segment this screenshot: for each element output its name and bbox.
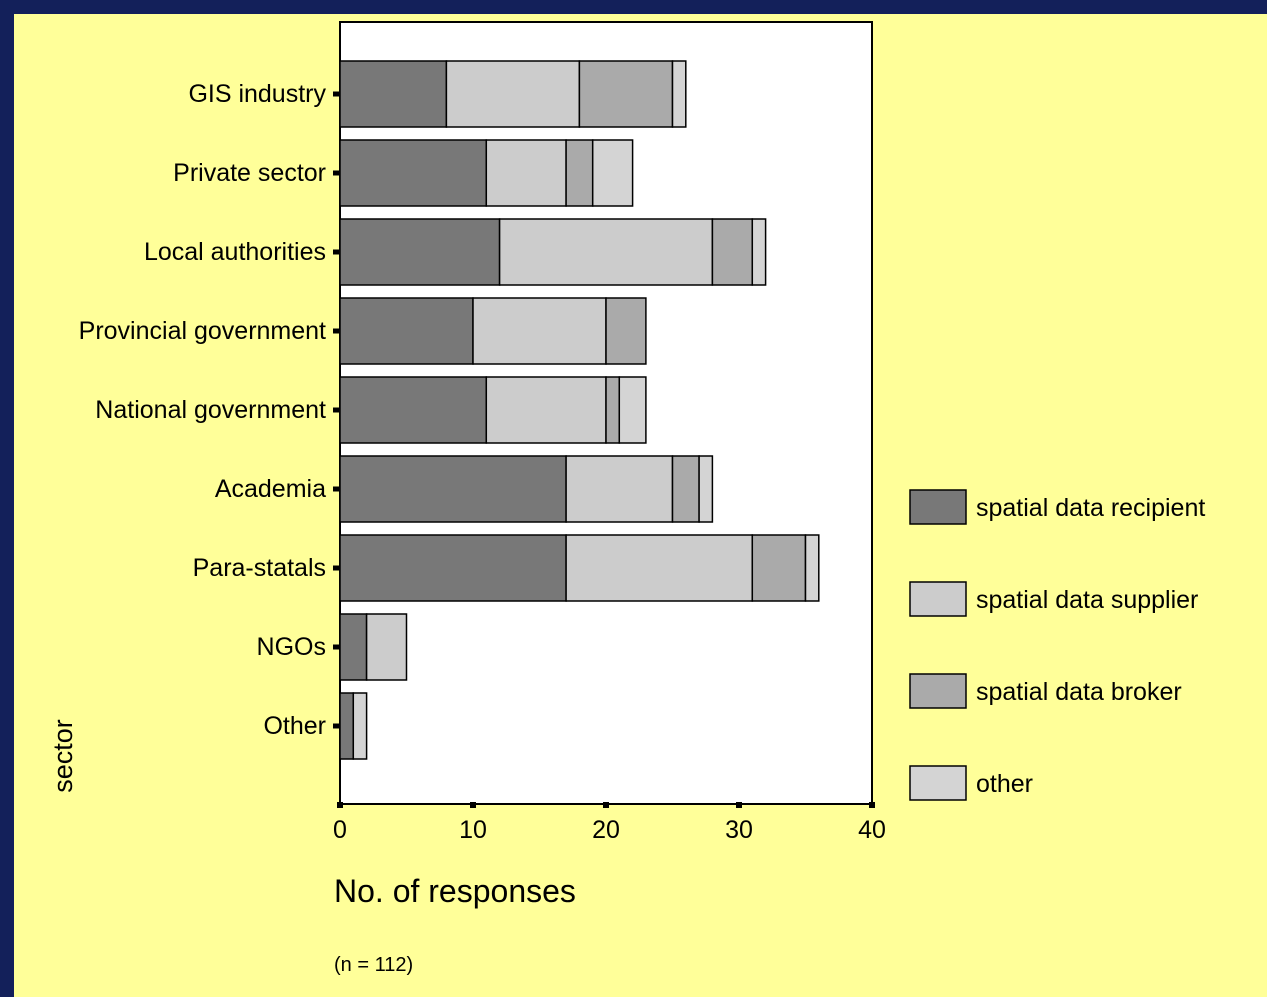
legend-label-spatial-data-broker: spatial data broker <box>976 678 1182 706</box>
bar-para-statals-spatial-data-supplier <box>565 534 754 602</box>
x-axis: 0 10 20 30 40 <box>333 802 886 844</box>
legend-label-spatial-data-recipient: spatial data recipient <box>976 494 1205 522</box>
bar-local-authorities-spatial-data-recipient <box>339 218 501 286</box>
bar-local-authorities-spatial-data-supplier <box>498 218 714 286</box>
bar-para-statals-other <box>804 534 820 602</box>
bar-local-authorities-other <box>751 218 767 286</box>
bar-national-government-spatial-data-supplier <box>485 376 607 444</box>
y-axis-title: sector <box>48 719 78 793</box>
category-label-other: Other <box>263 712 326 740</box>
bar-gis-industry-spatial-data-supplier <box>445 60 581 128</box>
slide-background: GIS industry Private sector Local authorit… <box>14 14 1267 997</box>
bar-other-other <box>352 692 368 760</box>
legend: spatial data recipient spatial data suppl… <box>909 489 1205 801</box>
bar-provincial-government-spatial-data-supplier <box>472 297 607 365</box>
category-label-national-government: National government <box>95 396 326 424</box>
sample-size-note: (n = 112) <box>334 954 413 976</box>
bar-national-government-spatial-data-broker <box>605 376 621 444</box>
legend-swatch-spatial-data-broker <box>909 673 967 709</box>
x-tick-label-20: 20 <box>592 816 620 844</box>
legend-swatch-spatial-data-recipient <box>909 489 967 525</box>
bar-gis-industry-spatial-data-broker <box>578 60 674 128</box>
x-tick-label-10: 10 <box>459 816 487 844</box>
category-tick <box>333 328 339 334</box>
bar-private-sector-spatial-data-broker <box>565 139 594 207</box>
bar-para-statals-spatial-data-broker <box>751 534 807 602</box>
x-tick-label-0: 0 <box>333 816 347 844</box>
bar-academia-spatial-data-supplier <box>565 455 674 523</box>
bar-private-sector-spatial-data-supplier <box>485 139 567 207</box>
category-tick <box>333 407 339 413</box>
category-label-academia: Academia <box>215 475 326 503</box>
bars-group <box>339 60 820 760</box>
bar-academia-spatial-data-recipient <box>339 455 567 523</box>
x-tick-label-30: 30 <box>725 816 753 844</box>
bar-private-sector-spatial-data-recipient <box>339 139 488 207</box>
x-axis-title: No. of responses <box>334 873 576 909</box>
bar-local-authorities-spatial-data-broker <box>711 218 754 286</box>
category-tick <box>333 249 339 255</box>
bar-ngos-spatial-data-recipient <box>339 613 368 681</box>
bar-provincial-government-spatial-data-recipient <box>339 297 474 365</box>
x-tick <box>736 802 742 808</box>
legend-swatch-spatial-data-supplier <box>909 581 967 617</box>
category-tick <box>333 723 339 729</box>
bar-national-government-other <box>618 376 647 444</box>
bar-academia-spatial-data-broker <box>671 455 700 523</box>
bar-private-sector-other <box>591 139 634 207</box>
x-tick-label-40: 40 <box>858 816 886 844</box>
category-label-para-statals: Para-statals <box>193 554 326 582</box>
category-label-provincial-government: Provincial government <box>79 317 326 345</box>
legend-label-other: other <box>976 770 1033 798</box>
category-label-ngos: NGOs <box>257 633 326 661</box>
category-axis: GIS industry Private sector Local authorit… <box>79 80 339 740</box>
category-tick <box>333 170 339 176</box>
category-label-local-authorities: Local authorities <box>144 238 326 266</box>
bar-gis-industry-spatial-data-recipient <box>339 60 448 128</box>
category-tick <box>333 91 339 97</box>
bar-ngos-spatial-data-supplier <box>365 613 408 681</box>
x-tick <box>470 802 476 808</box>
bar-gis-industry-other <box>671 60 687 128</box>
category-label-private-sector: Private sector <box>173 159 326 187</box>
legend-label-spatial-data-supplier: spatial data supplier <box>976 586 1198 614</box>
x-tick <box>869 802 875 808</box>
bar-national-government-spatial-data-recipient <box>339 376 488 444</box>
bar-para-statals-spatial-data-recipient <box>339 534 567 602</box>
category-tick <box>333 565 339 571</box>
legend-swatch-other <box>909 765 967 801</box>
bar-academia-other <box>698 455 714 523</box>
bar-other-spatial-data-recipient <box>339 692 355 760</box>
category-tick <box>333 486 339 492</box>
x-tick <box>603 802 609 808</box>
category-label-gis-industry: GIS industry <box>188 80 326 108</box>
x-tick <box>337 802 343 808</box>
stacked-bar-chart: GIS industry Private sector Local authorit… <box>48 21 1205 976</box>
category-tick <box>333 644 339 650</box>
bar-provincial-government-spatial-data-broker <box>605 297 647 365</box>
